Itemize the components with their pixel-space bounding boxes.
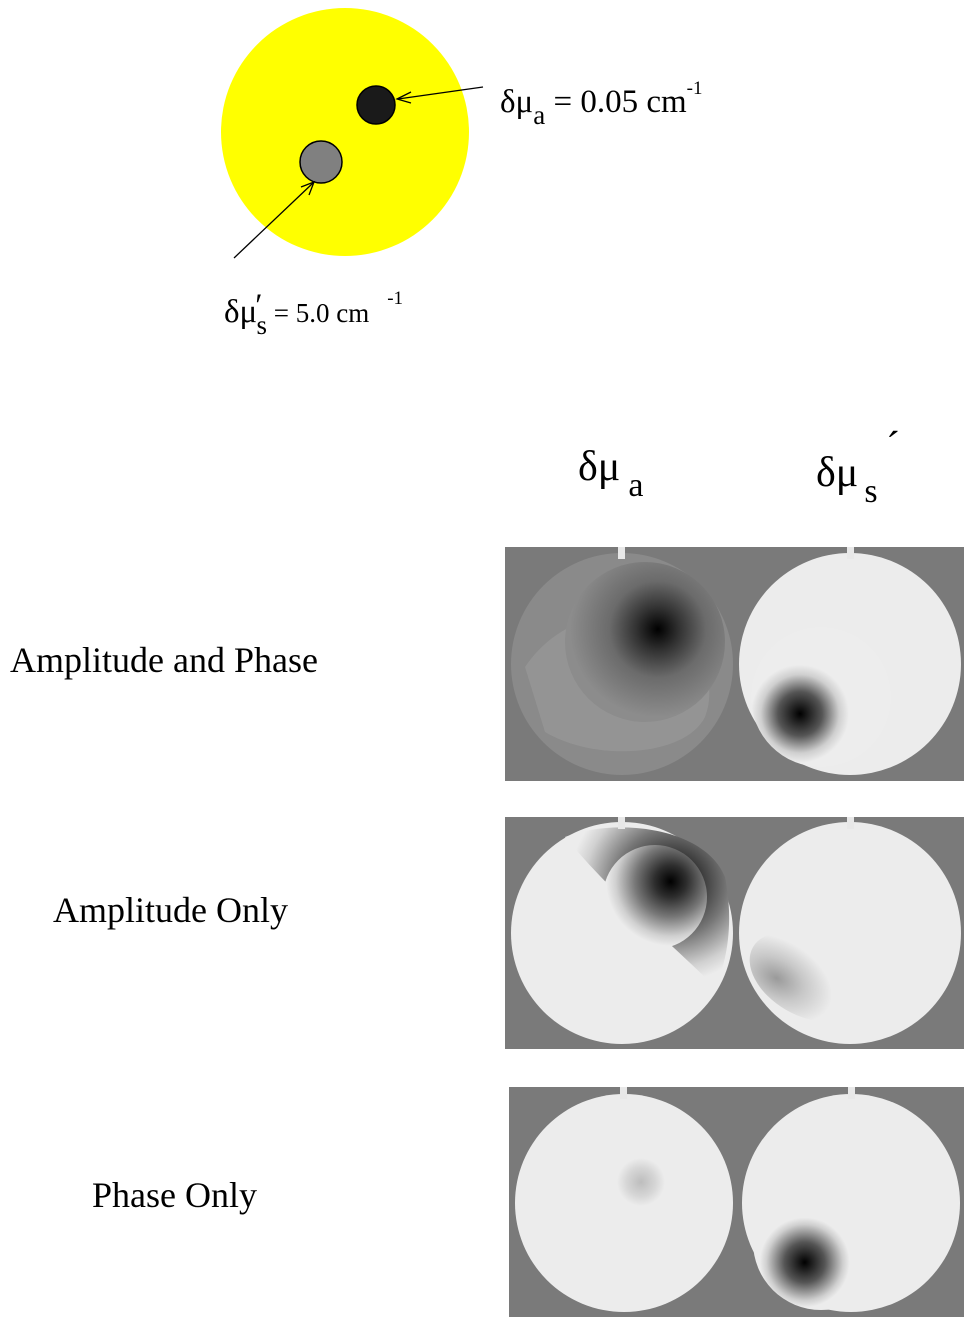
- column-absorption-symbol: δμ: [578, 444, 620, 490]
- reconstruction-phase-only: [509, 1087, 964, 1317]
- reconstruction-amplitude-and-phase: [505, 547, 964, 781]
- absorber-exponent: -1: [687, 78, 703, 99]
- absorber-label: δμa = 0.05 cm-1: [500, 86, 703, 119]
- absorber-symbol: δμ: [500, 84, 533, 120]
- scatterer-symbol: δμ: [224, 294, 257, 330]
- column-scattering-prime: ´: [886, 426, 900, 468]
- column-header-absorption: δμ a: [578, 446, 643, 488]
- column-header-scattering: δμ s ´: [816, 452, 878, 494]
- absorber-pointer-arrow: [398, 87, 483, 99]
- pointer-arrows: [0, 0, 964, 320]
- absorber-subscript: a: [533, 100, 545, 130]
- scatterer-subscript: s: [256, 310, 267, 340]
- scatterer-value: = 5.0 cm: [267, 298, 369, 328]
- row-label-amplitude-only: Amplitude Only: [53, 892, 288, 928]
- absorber-value: = 0.05 cm: [545, 84, 686, 120]
- column-absorption-subscript: a: [628, 467, 643, 504]
- row-label-amplitude-and-phase: Amplitude and Phase: [10, 642, 318, 678]
- row-label-phase-only: Phase Only: [92, 1177, 257, 1213]
- scatterer-pointer-arrow: [234, 183, 313, 258]
- column-scattering-symbol: δμ: [816, 450, 858, 496]
- scatterer-exponent: -1: [387, 288, 403, 309]
- scatterer-label: δμ′s = 5.0 cm -1: [224, 296, 403, 329]
- reconstruction-amplitude-only: [505, 817, 964, 1049]
- column-scattering-subscript: s: [864, 473, 877, 510]
